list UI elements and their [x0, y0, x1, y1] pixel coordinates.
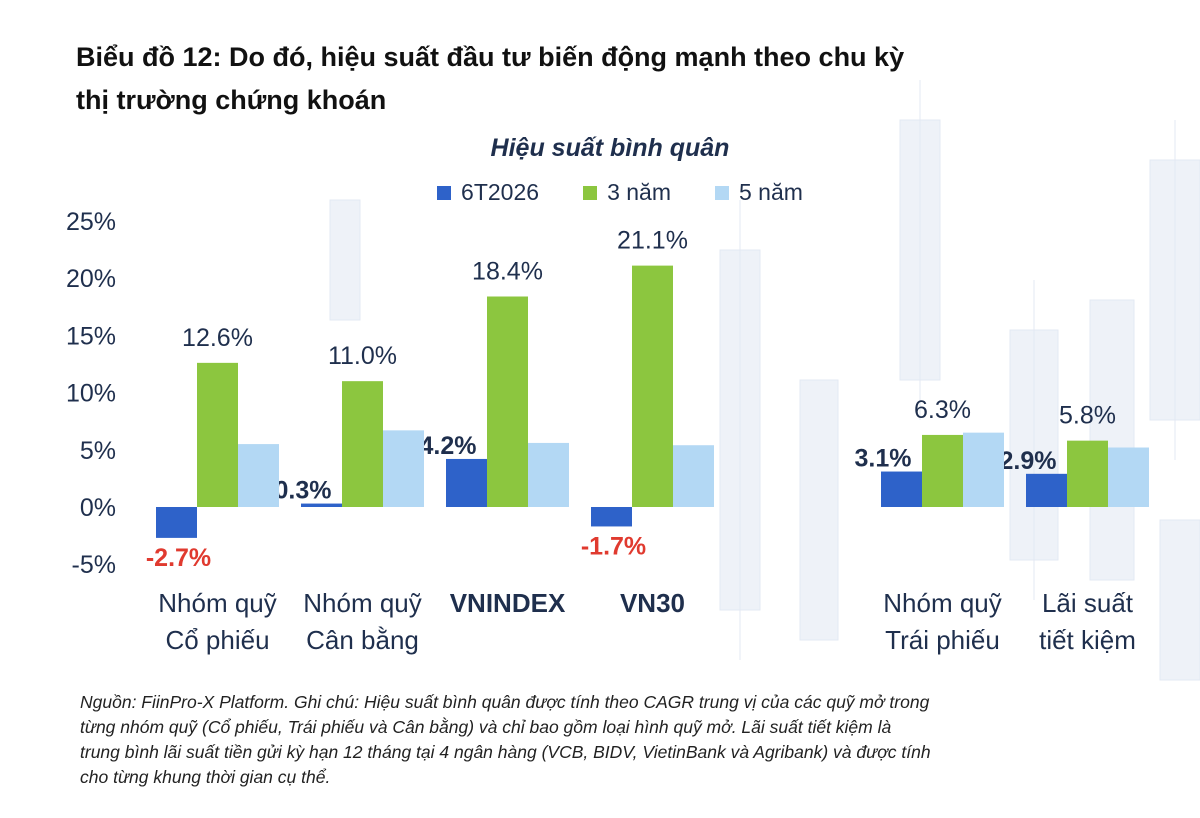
y-tick-label: 20%	[66, 265, 116, 293]
bar-5-nam	[963, 432, 1004, 507]
data-label: 18.4%	[472, 258, 543, 286]
legend-label-6t2026: 6T2026	[461, 179, 540, 205]
data-label: 11.0%	[328, 342, 397, 370]
category-label: Nhóm quỹ	[158, 588, 277, 618]
bar-3-nam	[342, 381, 383, 507]
legend-swatch-6t2026	[437, 185, 452, 200]
page-title-line-2: thị trường chứng khoán	[76, 85, 387, 115]
category-label: Cổ phiếu	[165, 625, 269, 655]
page-title: Biểu đồ 12: Do đó, hiệu suất đầu tư biến…	[76, 36, 1076, 122]
category-label: VNINDEX	[450, 588, 566, 618]
legend-label-3-nam: 3 năm	[607, 179, 671, 205]
bar-5-nam	[1108, 447, 1149, 507]
legend-item-5-nam: 5 năm	[715, 179, 803, 206]
source-note-line-2: từng nhóm quỹ (Cổ phiếu, Trái phiếu và C…	[80, 717, 892, 737]
data-label: 6.3%	[914, 396, 971, 424]
y-tick-label: 10%	[66, 380, 116, 408]
bar-5-nam	[673, 445, 714, 507]
legend-item-6t2026: 6T2026	[437, 179, 539, 206]
category-label: Nhóm quỹ	[303, 588, 422, 618]
category-label: tiết kiệm	[1039, 625, 1136, 655]
bar-3-nam	[632, 265, 673, 507]
category-label: VN30	[620, 588, 685, 618]
y-tick-label: 5%	[80, 437, 116, 465]
chart-title: Hiệu suất bình quân	[490, 134, 730, 162]
legend-swatch-3-nam	[583, 185, 598, 200]
bar-6t2026	[301, 503, 342, 507]
y-tick-label: 15%	[66, 322, 116, 350]
bar-6t2026	[156, 507, 197, 538]
category-label: Trái phiếu	[885, 625, 1000, 655]
bar-5-nam	[528, 442, 569, 507]
data-label: 4.2%	[420, 432, 477, 460]
legend-item-3-nam: 3 năm	[583, 179, 671, 206]
legend-swatch-5-nam	[715, 185, 729, 200]
chart-legend: 6T2026 3 năm 5 năm	[0, 179, 1200, 206]
page-title-line-1: Biểu đồ 12: Do đó, hiệu suất đầu tư biến…	[76, 42, 905, 72]
bar-3-nam	[197, 362, 238, 507]
bar-3-nam	[1067, 440, 1108, 507]
bar-3-nam	[922, 434, 963, 507]
category-label: Nhóm quỹ	[883, 588, 1002, 618]
y-tick-label: -5%	[72, 551, 116, 579]
y-tick-label: 0%	[80, 494, 116, 522]
bar-6t2026	[881, 471, 922, 507]
source-note-line-1: Nguồn: FiinPro-X Platform. Ghi chú: Hiệu…	[80, 692, 930, 712]
bar-5-nam	[238, 444, 279, 507]
bar-6t2026	[446, 458, 487, 507]
bar-3-nam	[487, 296, 528, 507]
category-label: Lãi suất	[1042, 588, 1134, 618]
bar-6t2026	[591, 507, 632, 527]
data-label: 12.6%	[182, 324, 253, 352]
data-label: 21.1%	[617, 227, 688, 255]
legend-label-5-nam: 5 năm	[739, 179, 803, 205]
source-note-line-4: cho từng khung thời gian cụ thể.	[80, 767, 331, 787]
data-label: 2.9%	[1000, 447, 1057, 475]
data-label: -2.7%	[146, 544, 211, 572]
source-note: Nguồn: FiinPro-X Platform. Ghi chú: Hiệu…	[80, 690, 1160, 790]
source-note-line-3: trung bình lãi suất tiền gửi kỳ hạn 12 t…	[80, 742, 931, 762]
bar-6t2026	[1026, 473, 1067, 507]
data-label: 5.8%	[1059, 402, 1116, 430]
data-label: 3.1%	[855, 445, 912, 473]
data-label: -1.7%	[581, 532, 646, 560]
category-label: Cân bằng	[306, 625, 419, 655]
bar-5-nam	[383, 430, 424, 507]
y-tick-label: 25%	[66, 208, 116, 236]
data-label: 0.3%	[275, 477, 332, 505]
